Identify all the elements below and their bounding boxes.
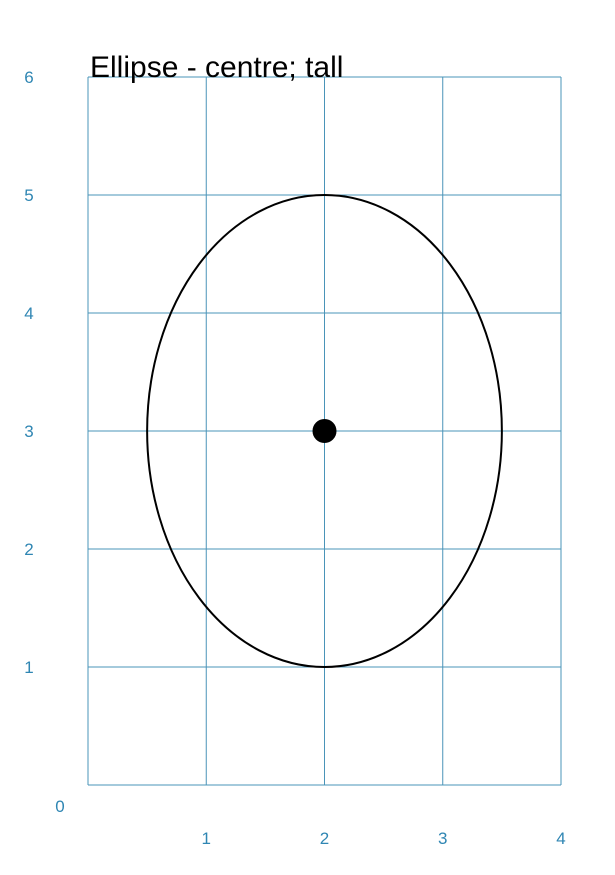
x-tick-label-0: 0 [55, 797, 64, 816]
y-tick-label-3: 3 [24, 422, 33, 441]
x-axis-labels: 0 1 2 3 4 [55, 797, 565, 848]
ellipse-outline [146, 194, 503, 668]
y-tick-label-1: 1 [24, 658, 33, 677]
diagram-title: Ellipse - centre; tall [90, 51, 343, 84]
y-tick-label-2: 2 [24, 540, 33, 559]
x-tick-label-1: 1 [202, 829, 211, 848]
y-tick-label-5: 5 [24, 186, 33, 205]
centre-point [312, 419, 337, 443]
y-axis-labels: 1 2 3 4 5 6 [24, 68, 33, 677]
x-tick-label-2: 2 [320, 829, 329, 848]
x-tick-label-3: 3 [438, 829, 447, 848]
y-tick-label-4: 4 [24, 304, 33, 323]
y-tick-label-6: 6 [24, 68, 33, 87]
x-tick-label-4: 4 [556, 829, 565, 848]
